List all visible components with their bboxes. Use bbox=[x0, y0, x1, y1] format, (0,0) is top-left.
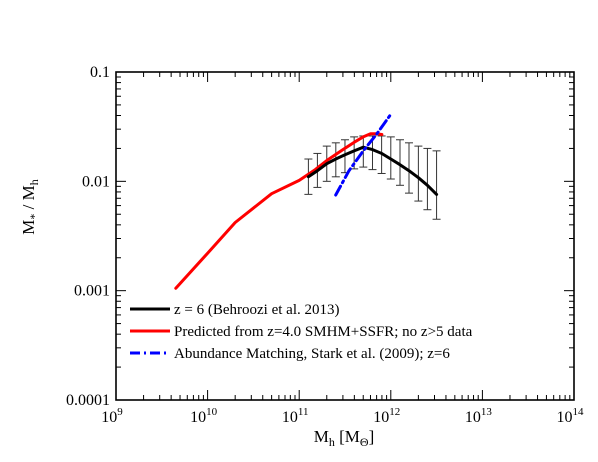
y-tick-label: 0.01 bbox=[82, 173, 110, 190]
series-behroozi-line bbox=[306, 145, 439, 196]
legend-label-predicted: Predicted from z=4.0 SMHM+SSFR; no z>5 d… bbox=[174, 324, 473, 340]
legend-label-behroozi: z = 6 (Behroozi et al. 2013) bbox=[174, 302, 340, 318]
tick-labels: 109 1010 1011 1012 1013 1014 0.1 0.01 0.001 0.000… bbox=[66, 64, 584, 426]
y-tick-label: 0.0001 bbox=[66, 392, 110, 409]
x-tick-label: 1013 bbox=[465, 406, 493, 426]
x-tick-label: 109 bbox=[101, 406, 123, 426]
axis-ticks bbox=[115, 71, 575, 401]
series-stark-line bbox=[334, 112, 393, 197]
x-tick-label: 1011 bbox=[282, 406, 309, 426]
legend: z = 6 (Behroozi et al. 2013) Predicted f… bbox=[130, 302, 473, 362]
series-predicted-line bbox=[174, 132, 384, 290]
y-tick-label: 0.001 bbox=[74, 283, 110, 300]
plot-frame bbox=[115, 71, 575, 401]
data-series bbox=[174, 112, 439, 290]
legend-item-behroozi: z = 6 (Behroozi et al. 2013) bbox=[130, 302, 340, 318]
legend-item-stark: Abundance Matching, Stark et al. (2009);… bbox=[130, 346, 450, 362]
x-tick-label: 1014 bbox=[557, 406, 585, 426]
y-axis-title: M* / Mh bbox=[19, 179, 41, 234]
y-tick-label: 0.1 bbox=[90, 64, 110, 81]
legend-label-stark: Abundance Matching, Stark et al. (2009);… bbox=[174, 346, 450, 362]
x-tick-label: 1010 bbox=[190, 406, 218, 426]
x-tick-label: 1012 bbox=[373, 406, 400, 426]
legend-item-predicted: Predicted from z=4.0 SMHM+SSFR; no z>5 d… bbox=[130, 324, 473, 340]
x-axis-title: Mh [MΘ] bbox=[314, 427, 375, 449]
